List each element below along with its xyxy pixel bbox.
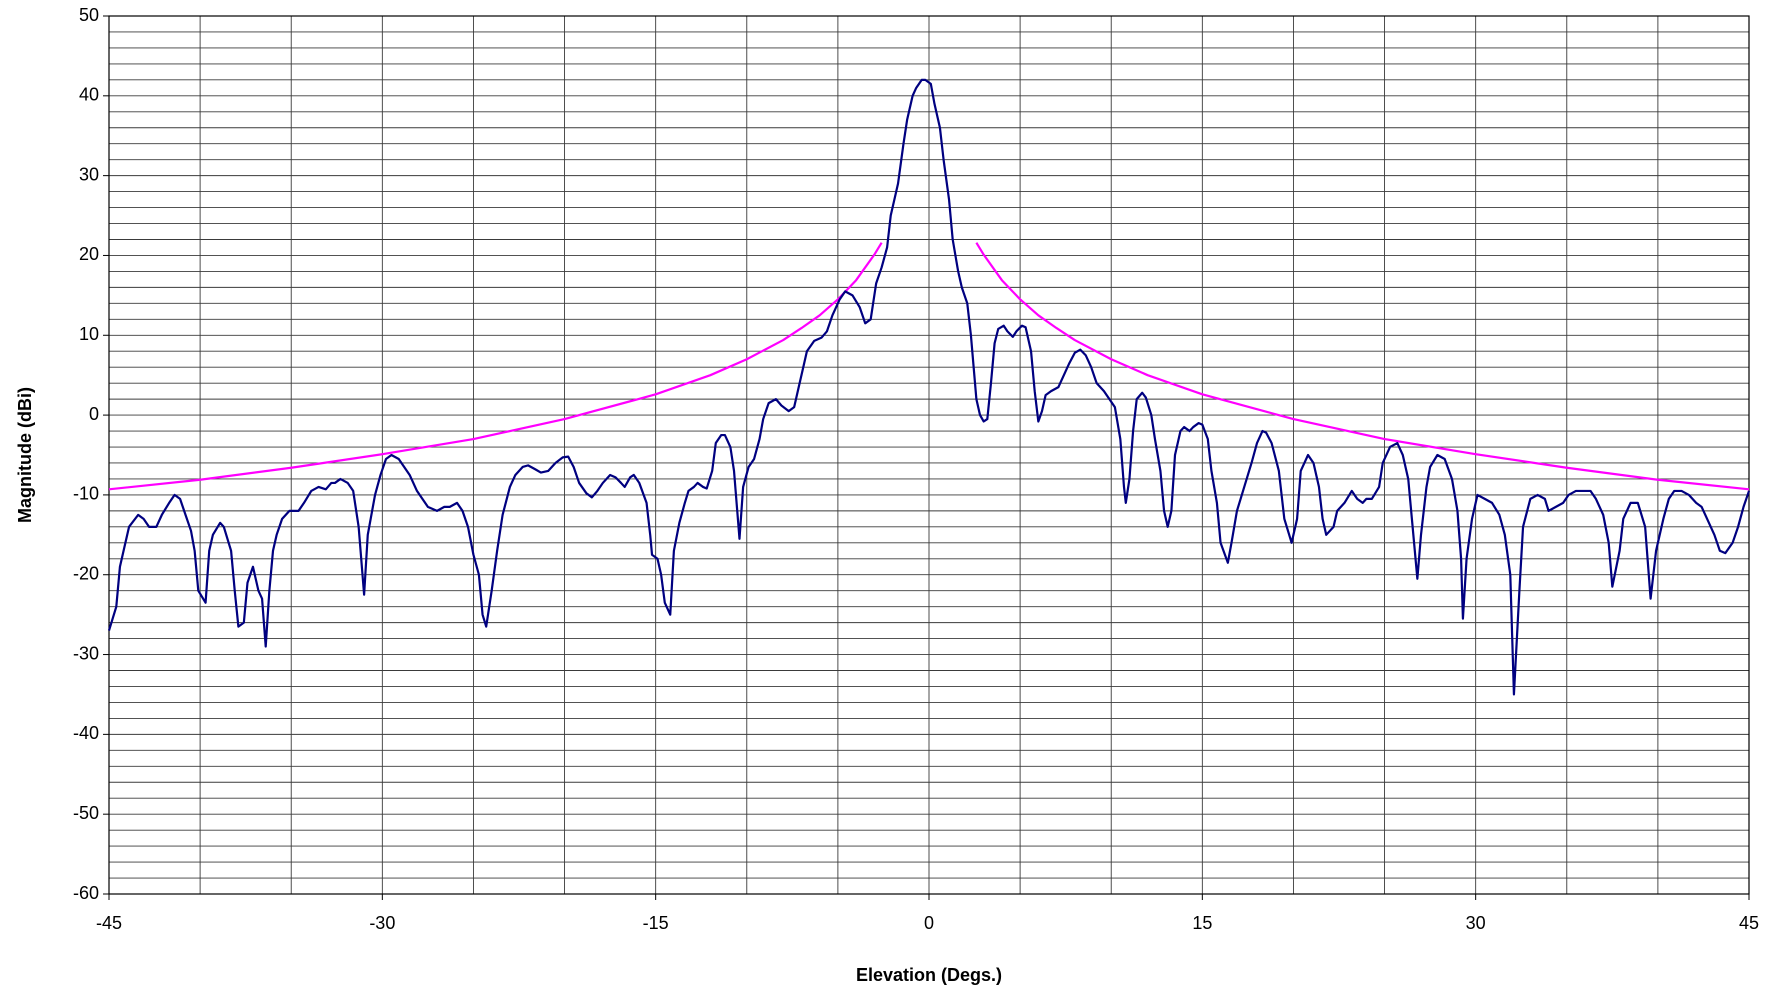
x-tick-label: 15 [1192,913,1212,933]
x-tick-label: -45 [96,913,122,933]
y-tick-label: -30 [73,643,99,663]
x-tick-label: 45 [1739,913,1759,933]
y-tick-label: -40 [73,723,99,743]
y-tick-label: 0 [89,404,99,424]
y-tick-label: -60 [73,883,99,903]
line-series [107,78,1751,696]
y-tick-label: -20 [73,563,99,583]
x-tick-label: 0 [924,913,934,933]
y-tick-label: -50 [73,803,99,823]
y-tick-label: -10 [73,484,99,504]
x-tick-label: -30 [369,913,395,933]
line-series [108,242,1750,491]
y-tick-label: 10 [79,324,99,344]
x-tick-label: -15 [643,913,669,933]
y-tick-label: 50 [79,5,99,25]
y-tick-label: 30 [79,164,99,184]
y-axis-title: Magnitude (dBi) [15,387,35,523]
y-tick-label: 40 [79,85,99,105]
x-axis-title: Elevation (Degs.) [856,965,1002,985]
x-tick-label: 30 [1466,913,1486,933]
plot-border [108,15,1750,895]
y-tick-label: 20 [79,244,99,264]
